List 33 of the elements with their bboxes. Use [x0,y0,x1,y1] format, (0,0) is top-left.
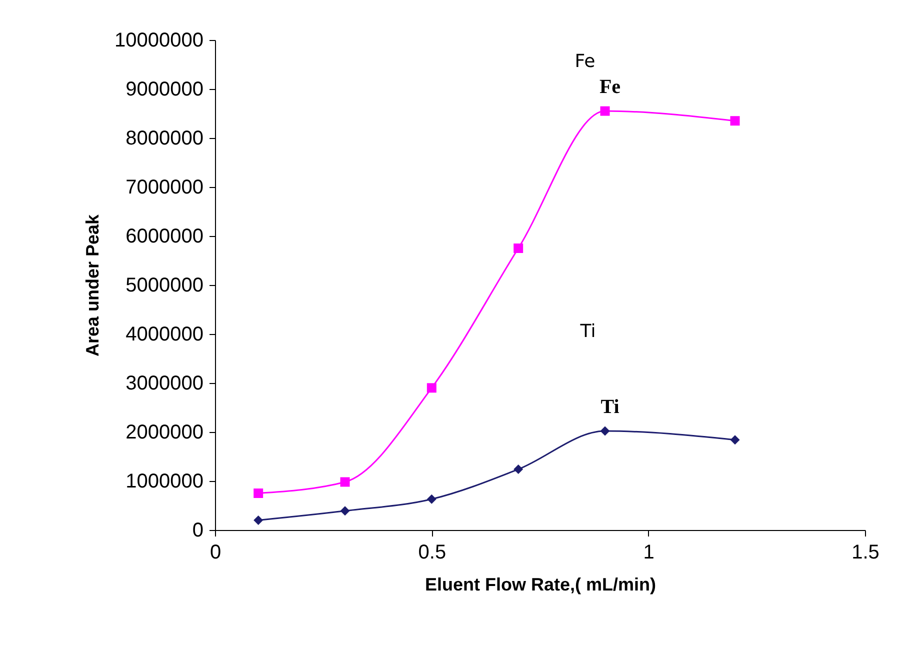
x-tick-label: 1 [643,542,654,564]
point [730,435,740,445]
x-tick-label: 1.5 [852,542,880,564]
y-tick-label: 2000000 [126,422,204,444]
y-tick-label: 8000000 [126,128,204,150]
y-tick-label: 1000000 [126,470,204,492]
point [254,515,264,525]
annotation: Fe [574,51,596,72]
annotation: Ti [579,321,596,342]
series-label: Ti [600,396,620,418]
y-tick-label: 0 [192,520,204,542]
x-tick-label: 0.5 [418,542,446,564]
y-tick-label: 10000000 [114,30,204,52]
y-tick-label: 3000000 [126,372,204,394]
y-tick-label: 7000000 [126,176,204,198]
y-tick-label: 6000000 [126,226,204,248]
point [600,106,610,116]
point [426,383,436,393]
series-label: Fe [599,76,621,98]
y-tick-label: 4000000 [126,324,204,346]
point [730,116,740,126]
x-axis-title: Eluent Flow Rate,( mL/min) [424,574,656,594]
point [340,506,350,516]
point [514,464,524,474]
y-tick-label: 5000000 [126,274,204,296]
y-axis-title: Area under Peak [82,213,103,357]
point [426,494,436,504]
point [340,477,350,487]
x-tick-label: 0 [210,542,222,564]
point [600,426,610,436]
point [254,488,264,498]
point [514,244,524,253]
y-tick-label: 9000000 [126,78,204,100]
